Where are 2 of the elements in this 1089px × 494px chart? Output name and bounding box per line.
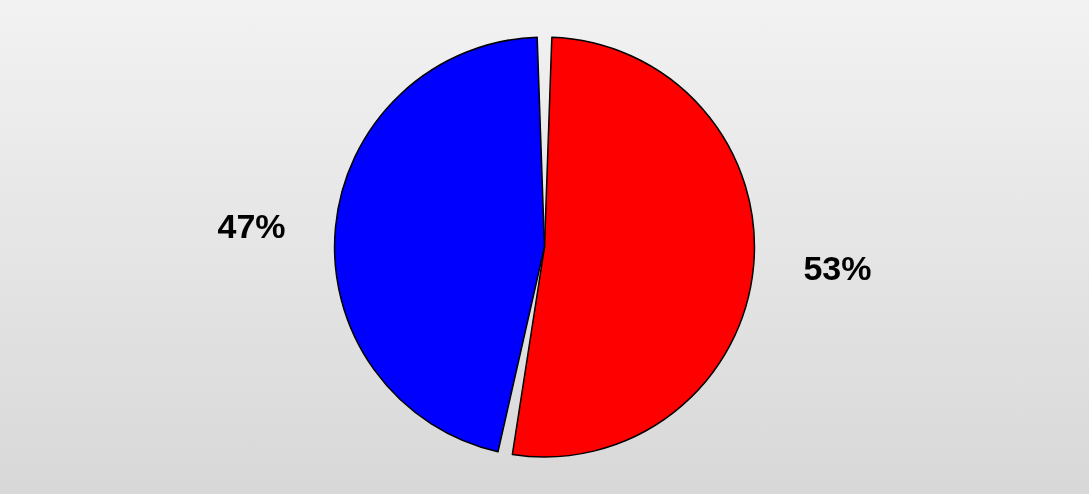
data-label: 53% <box>803 249 872 288</box>
data-label: 47% <box>217 206 286 245</box>
